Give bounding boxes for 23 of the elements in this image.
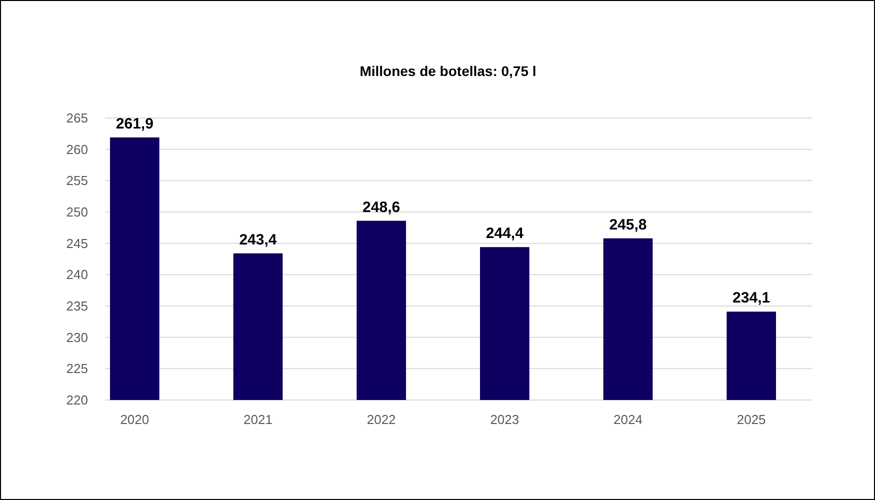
y-tick-label: 225 <box>66 361 88 376</box>
data-label: 261,9 <box>116 115 154 132</box>
y-tick-label: 240 <box>66 267 88 282</box>
data-label: 234,1 <box>732 290 770 307</box>
x-tick-label: 2024 <box>614 412 642 427</box>
y-tick-label: 220 <box>66 392 88 408</box>
x-tick-label: 2020 <box>120 412 150 427</box>
data-label: 245,8 <box>609 216 647 234</box>
x-tick-label: 2021 <box>244 412 272 427</box>
y-tick-label: 250 <box>66 204 88 220</box>
data-label: 243,4 <box>239 231 278 248</box>
data-label: 244,4 <box>486 225 524 242</box>
y-tick-label: 265 <box>66 110 88 126</box>
y-tick-label: 260 <box>66 142 88 157</box>
x-tick-label: 2025 <box>736 412 766 427</box>
data-label: 248,6 <box>362 198 400 216</box>
y-tick-label: 230 <box>66 330 88 345</box>
x-tick-label: 2023 <box>490 412 520 427</box>
y-tick-label: 255 <box>66 173 88 188</box>
y-tick-label: 235 <box>66 298 88 314</box>
y-tick-label: 245 <box>66 236 88 251</box>
x-tick-label: 2022 <box>366 412 396 427</box>
chart-title: Millones de botellas: 0,75 l <box>360 63 536 79</box>
